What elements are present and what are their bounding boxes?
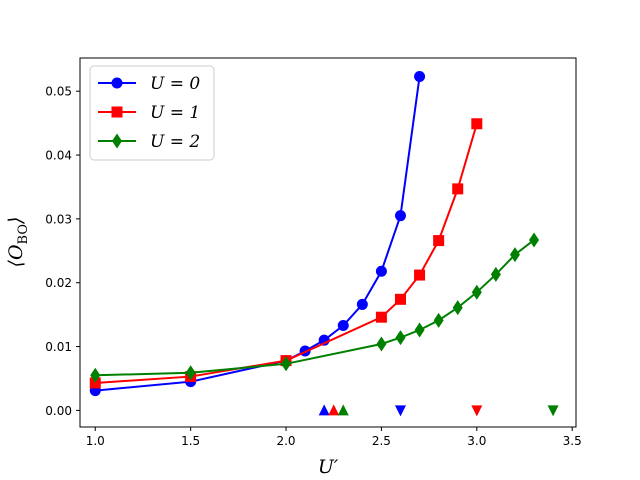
legend-label: U = 0	[150, 74, 200, 94]
legend-entry: U = 2	[98, 132, 200, 152]
plot-frame	[79, 57, 577, 428]
data-point	[375, 265, 387, 277]
legend-marker	[112, 133, 122, 149]
x-tick-label: 2.0	[276, 434, 295, 448]
data-point	[509, 247, 520, 263]
data-point	[395, 330, 406, 346]
y-tick-label: 0.00	[45, 404, 72, 418]
legend: U = 0 U = 1 U = 2	[89, 65, 215, 161]
series-2	[90, 232, 540, 383]
y-axis: 0.00 0.01 0.02 0.03 0.04 0.05	[45, 85, 80, 418]
data-point	[356, 298, 368, 310]
threshold-layer	[318, 404, 559, 417]
x-axis: 1.0 1.5 2.0 2.5 3.0 3.5	[86, 427, 582, 448]
legend-marker	[111, 106, 123, 118]
data-point	[375, 311, 387, 323]
data-point	[414, 71, 426, 83]
threshold-marker	[318, 404, 330, 416]
data-point	[452, 300, 463, 316]
y-tick-label: 0.02	[45, 276, 72, 290]
y-tick-label: 0.04	[45, 149, 72, 163]
data-point	[452, 183, 464, 195]
svg-text:⟨OBO⟩: ⟨OBO⟩	[5, 217, 31, 268]
data-point	[414, 269, 426, 281]
data-point	[90, 367, 101, 383]
data-point	[490, 266, 501, 282]
series-1	[89, 118, 483, 389]
data-point	[281, 356, 292, 372]
data-point	[394, 293, 406, 305]
threshold-marker	[394, 405, 406, 417]
x-axis-label: U′	[318, 456, 339, 478]
data-point	[433, 235, 445, 247]
threshold-marker	[547, 405, 559, 417]
data-point	[433, 312, 444, 328]
data-point	[471, 284, 482, 300]
data-point	[89, 377, 101, 389]
legend-entry: U = 1	[98, 103, 200, 123]
data-point	[376, 336, 387, 352]
series-layer	[89, 71, 540, 397]
legend-box	[89, 65, 215, 161]
data-point	[185, 365, 196, 381]
y-tick-label: 0.05	[45, 85, 72, 99]
x-tick-label: 2.5	[372, 434, 391, 448]
threshold-marker	[328, 404, 340, 416]
legend-label: U = 1	[150, 103, 200, 123]
series-line	[95, 76, 421, 392]
y-tick-label: 0.03	[45, 212, 72, 226]
data-point	[471, 118, 483, 130]
data-point	[414, 322, 425, 338]
x-tick-label: 3.0	[467, 434, 486, 448]
legend-marker	[111, 77, 123, 89]
threshold-marker	[337, 404, 349, 416]
threshold-marker	[471, 405, 483, 417]
x-tick-label: 1.5	[181, 434, 200, 448]
y-tick-label: 0.01	[45, 340, 72, 354]
legend-entry: U = 0	[98, 74, 200, 94]
x-tick-label: 1.0	[86, 434, 105, 448]
legend-label: U = 2	[150, 132, 200, 152]
data-point	[529, 232, 540, 248]
data-point	[337, 319, 349, 331]
series-line	[95, 239, 535, 377]
y-axis-label: ⟨OBO⟩	[5, 217, 31, 268]
x-tick-label: 3.5	[563, 434, 582, 448]
data-point	[394, 210, 406, 222]
